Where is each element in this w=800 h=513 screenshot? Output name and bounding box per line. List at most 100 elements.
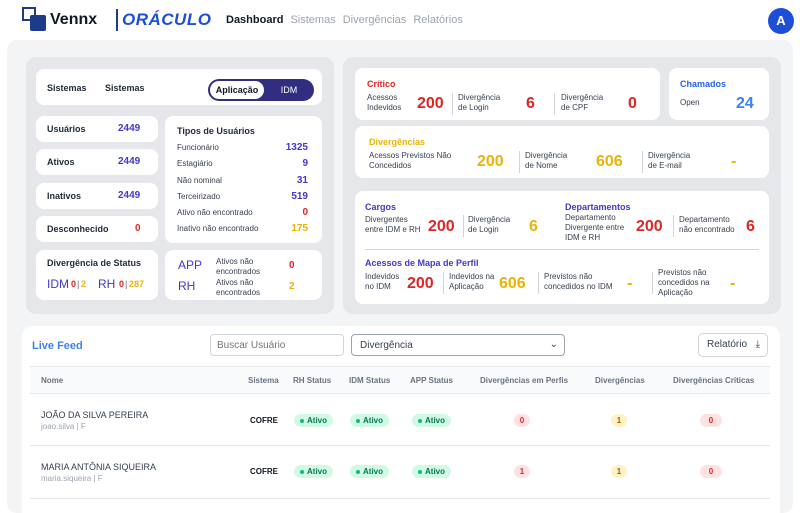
app-not-found-value: 0 — [289, 260, 295, 271]
app-not-found-label: Ativos não encontrados — [216, 257, 261, 276]
mapa-value: - — [627, 275, 633, 292]
systems-label: Sistemas — [47, 83, 87, 93]
stat-usuarios[interactable]: Usuários 2449 — [36, 116, 158, 142]
type-label: Ativo não encontrado — [177, 208, 253, 217]
logo[interactable]: Vennx ORÁCULO — [22, 7, 211, 33]
report-label: Relatório — [707, 339, 748, 350]
divergences-card: Divergências Acessos Previstos Não Conce… — [355, 126, 769, 178]
col-app-status[interactable]: APP Status — [410, 376, 453, 385]
download-icon: ⤓ — [755, 339, 760, 350]
stat-ativos[interactable]: Ativos 2449 — [36, 149, 158, 175]
type-value: 0 — [302, 207, 308, 218]
toggle-aplicacao[interactable]: Aplicação — [210, 81, 264, 99]
cargos-departamentos-card: Cargos Divergentes entre IDM e RH 200 Di… — [355, 191, 769, 304]
nav-dashboard[interactable]: Dashboard — [226, 14, 284, 26]
rh-not-found-label: Ativos não encontrados — [216, 278, 261, 297]
col-div-criticas[interactable]: Divergências Críticas — [673, 376, 755, 385]
departamentos-label: Departamento não encontrado — [679, 215, 735, 234]
mapa-value: 200 — [407, 275, 434, 292]
critical-label: Acessos Indevidos — [367, 93, 402, 112]
nav-sistemas[interactable]: Sistemas — [290, 14, 336, 26]
mapa-label: Previstos não concedidos na Aplicação — [658, 268, 710, 297]
rh-active-count: 287 — [129, 279, 145, 289]
status-divergence-title: Divergência de Status — [47, 258, 142, 268]
right-panel: Crítico Acessos Indevidos 200 Divergênci… — [343, 57, 781, 314]
col-sistema[interactable]: Sistema — [248, 376, 279, 385]
divergence-count: 1 — [611, 414, 627, 427]
table-row[interactable]: MARIA ANTÔNIA SIQUEIRA maria.siqueira | … — [30, 447, 770, 499]
app-status-badge: Ativo — [412, 465, 451, 478]
idm-label: IDM — [47, 277, 69, 291]
divergence-label: Divergência de Nome — [525, 151, 568, 170]
user-name: JOÃO DA SILVA PEREIRA — [41, 410, 149, 420]
brand-name: Vennx — [50, 11, 98, 28]
app-label: APP — [178, 258, 203, 272]
stat-value: 2449 — [118, 156, 141, 167]
critical-card: Crítico Acessos Indevidos 200 Divergênci… — [355, 68, 660, 120]
product-name: ORÁCULO — [122, 10, 212, 29]
type-label: Inativo não encontrado — [177, 224, 259, 233]
divider — [538, 272, 539, 294]
type-value: 1325 — [285, 142, 308, 153]
app-status-badge: Ativo — [412, 414, 451, 427]
stat-inativos[interactable]: Inativos 2449 — [36, 183, 158, 209]
cargos-value: 6 — [529, 218, 538, 235]
critical-value: 6 — [526, 95, 535, 112]
divider — [673, 215, 674, 237]
avatar[interactable]: A — [768, 8, 794, 34]
stat-label: Usuários — [47, 124, 86, 134]
divider — [443, 272, 444, 294]
stat-desconhecido[interactable]: Desconhecido 0 — [36, 216, 158, 242]
tickets-label: Open — [680, 98, 700, 107]
live-feed-title: Live Feed — [32, 340, 83, 352]
chevron-down-icon: ⌄ — [549, 339, 558, 350]
col-rh-status[interactable]: RH Status — [293, 376, 332, 385]
nav-divergencias[interactable]: Divergências — [342, 14, 407, 26]
systems-label-2: Sistemas — [105, 83, 145, 93]
search-input[interactable] — [210, 334, 344, 356]
profile-divergence-count: 1 — [514, 465, 530, 478]
critical-label: Divergência de Login — [458, 93, 501, 112]
type-value: 9 — [302, 158, 308, 169]
col-divergencias[interactable]: Divergências — [595, 376, 645, 385]
divider — [519, 151, 520, 173]
mapa-value: 606 — [499, 275, 526, 292]
nav-relatorios[interactable]: Relatórios — [413, 14, 463, 26]
tickets-value: 24 — [736, 95, 754, 112]
user-types-card: Tipos de Usuários Funcionário 1325 Estag… — [165, 116, 322, 243]
system-name: COFRE — [250, 467, 278, 476]
system-name: COFRE — [250, 416, 278, 425]
table-header: Nome Sistema RH Status IDM Status APP St… — [30, 366, 770, 394]
col-idm-status[interactable]: IDM Status — [349, 376, 391, 385]
divergence-label: Acessos Previstos Não Concedidos — [369, 151, 452, 170]
type-value: 175 — [291, 223, 308, 234]
divergence-value: 200 — [477, 153, 504, 170]
user-login: joao.silva | F — [41, 422, 86, 431]
critical-divergence-count: 0 — [700, 414, 722, 427]
divergence-filter-select[interactable]: Divergência ⌄ — [351, 334, 565, 356]
type-label: Não nominal — [177, 176, 222, 185]
toggle-idm[interactable]: IDM — [280, 85, 298, 95]
cargos-label: Divergentes entre IDM e RH — [365, 215, 421, 234]
stat-value: 0 — [135, 223, 141, 234]
tickets-title: Chamados — [680, 79, 727, 89]
source-toggle[interactable]: Aplicação IDM — [208, 79, 314, 101]
table-row[interactable]: JOÃO DA SILVA PEREIRA joao.silva | F COF… — [30, 394, 770, 446]
mapa-label: Indevidos no IDM — [365, 272, 400, 291]
tickets-card[interactable]: Chamados Open 24 — [669, 68, 769, 120]
user-types-title: Tipos de Usuários — [177, 126, 255, 136]
idm-inactive-count: 0 — [71, 279, 77, 289]
cargos-title: Cargos — [365, 202, 397, 212]
col-div-perfis[interactable]: Divergências em Perfis — [480, 376, 569, 385]
stat-value: 2449 — [118, 123, 141, 134]
logo-mark-icon — [22, 7, 46, 33]
critical-value: 0 — [628, 95, 637, 112]
divergence-value: - — [731, 153, 737, 170]
divider — [452, 93, 453, 115]
rh-status-badge: Ativo — [294, 465, 333, 478]
type-value: 31 — [296, 175, 308, 186]
col-nome[interactable]: Nome — [41, 376, 64, 385]
idm-status-badge: Ativo — [350, 465, 389, 478]
top-bar: Vennx ORÁCULO Dashboard Sistemas Divergê… — [0, 0, 800, 40]
report-button[interactable]: Relatório ⤓ — [698, 333, 768, 357]
